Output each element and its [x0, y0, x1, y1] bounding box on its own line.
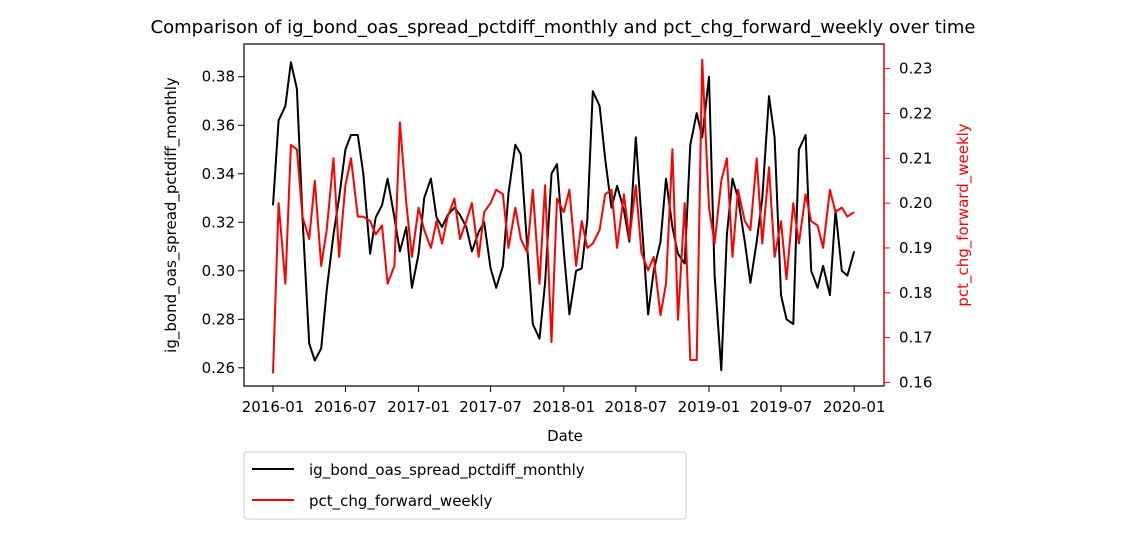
legend-box [243, 451, 687, 520]
left-y-tick-label: 0.30 [202, 262, 235, 280]
right-y-tick-label: 0.21 [899, 149, 932, 167]
left-y-tick-label: 0.36 [202, 116, 235, 134]
chart-title: Comparison of ig_bond_oas_spread_pctdiff… [151, 17, 976, 38]
right-y-tick-label: 0.23 [899, 60, 932, 78]
series-line-ig-bond-oas-spread [272, 61, 856, 372]
x-tick-label: 2019-01 [678, 398, 741, 416]
x-axis: 2016-01 2016-07 2017-01 2017-07 2018-01 2018-… [242, 386, 886, 416]
x-tick-label: 2016-01 [242, 398, 305, 416]
x-tick-label: 2017-01 [387, 398, 450, 416]
x-tick-label: 2018-01 [532, 398, 595, 416]
right-y-axis-label: pct_chg_forward_weekly [954, 123, 973, 307]
x-tick-label: 2020-01 [823, 398, 886, 416]
x-tick-label: 2019-07 [750, 398, 813, 416]
right-y-tick-label: 0.17 [899, 329, 932, 347]
right-y-tick-label: 0.22 [899, 104, 932, 122]
right-y-tick-label: 0.19 [899, 239, 932, 257]
x-axis-label: Date [547, 427, 583, 445]
series-line-pct-chg-forward-weekly [272, 58, 855, 374]
plot-area [272, 58, 856, 374]
legend-label-ig-bond: ig_bond_oas_spread_pctdiff_monthly [309, 461, 585, 480]
right-y-tick-label: 0.18 [899, 284, 932, 302]
plot-frame [243, 43, 885, 387]
x-tick-label: 2017-07 [459, 398, 522, 416]
left-y-tick-label: 0.34 [202, 165, 235, 183]
x-tick-label: 2016-07 [314, 398, 377, 416]
right-y-axis: 0.16 0.17 0.18 0.19 0.20 0.21 0.22 0.23 [883, 44, 932, 391]
right-y-tick-label: 0.20 [899, 194, 932, 212]
left-y-tick-label: 0.38 [202, 68, 235, 86]
left-y-tick-label: 0.32 [202, 213, 235, 231]
legend: ig_bond_oas_spread_pctdiff_monthly pct_c… [243, 451, 687, 520]
x-tick-label: 2018-07 [604, 398, 667, 416]
left-y-axis-label: ig_bond_oas_spread_pctdiff_monthly [162, 77, 181, 353]
left-y-tick-label: 0.26 [202, 359, 235, 377]
left-y-tick-label: 0.28 [202, 310, 235, 328]
left-y-axis: 0.26 0.28 0.30 0.32 0.34 0.36 0.38 [202, 68, 244, 377]
legend-label-pct-chg: pct_chg_forward_weekly [309, 492, 493, 511]
right-y-tick-label: 0.16 [899, 373, 932, 391]
